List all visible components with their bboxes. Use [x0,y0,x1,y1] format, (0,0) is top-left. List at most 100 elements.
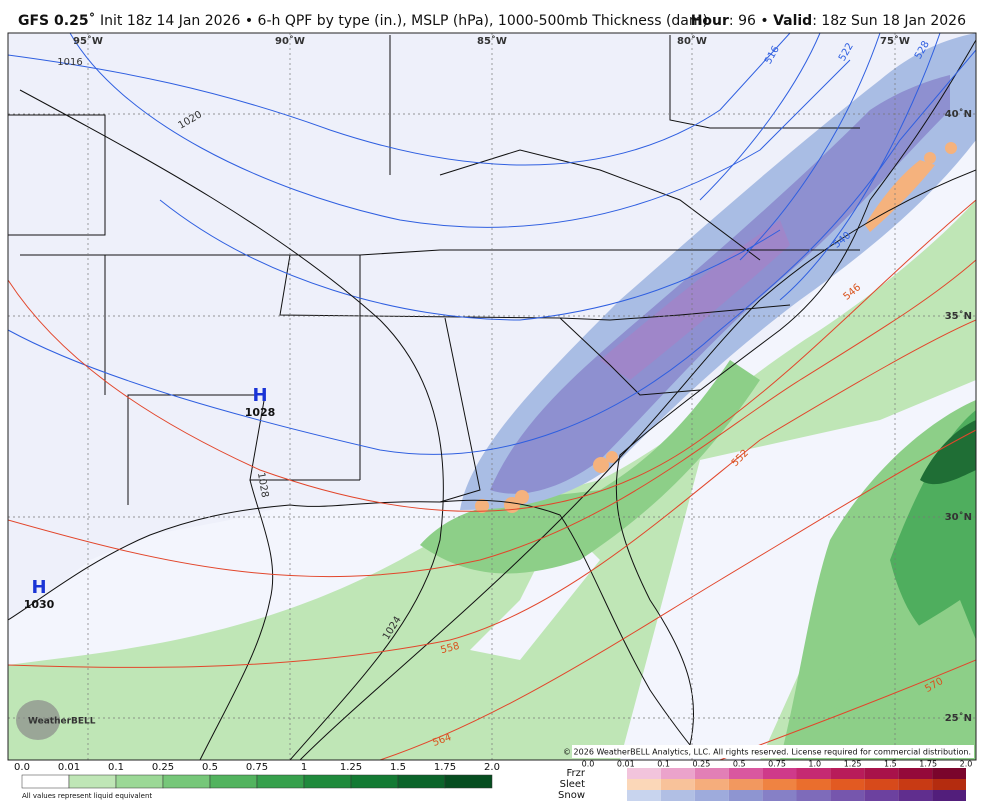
winter-swatch [796,768,831,779]
isobar-label: 1028 [255,472,270,499]
winter-swatch [830,790,865,801]
title: GFS 0.25˚ Init 18z 14 Jan 2026 • 6-h QPF… [18,12,708,29]
rain-scale-label: 1 [301,762,307,773]
winter-swatch [762,779,797,790]
isobars-black [19,89,976,760]
rain-swatch [397,774,446,789]
winter-swatch [728,790,763,801]
winter-swatch [796,790,831,801]
sleet-area [945,142,957,154]
winter-swatch [627,768,661,779]
hour: : 96 • [729,13,769,29]
legend: All values represent liquid equivalent 0… [14,760,972,801]
rain-swatch [350,774,399,789]
thickness-line [8,259,976,578]
winter-swatch [796,779,831,790]
winter-swatch [898,768,933,779]
borders [8,35,976,746]
longitude-label: 95˚W [73,35,103,47]
winter-swatch [694,790,729,801]
winter-swatch [728,768,763,779]
winter-scale-label: 0.01 [617,760,635,769]
rain-scale-label: 0.75 [246,762,268,773]
map-area: WeatherBELL [8,33,976,760]
winter-swatch [864,779,899,790]
high-value: 1030 [24,598,55,611]
sleet-area [593,457,609,473]
rain-scale-label: 1.5 [390,762,406,773]
winter-scale-label: 1.0 [808,760,821,769]
sleet-area [475,499,489,513]
winter-swatch [627,779,661,790]
rain-scale-label: 0.5 [202,762,218,773]
rain-swatch [303,774,352,789]
high-symbol: H [31,577,46,598]
rain-scale-label: 0.1 [108,762,124,773]
winter-scale-label: 0.25 [692,760,710,769]
winter-swatch [660,790,695,801]
rain-swatch [21,774,70,789]
rain-swatch [68,774,117,789]
sleet-area [924,152,936,164]
rain-swatch [115,774,164,789]
isobar [19,89,444,760]
logo-text: WeatherBELL [28,717,96,727]
description: Init 18z 14 Jan 2026 • 6-h QPF by type (… [100,13,708,29]
rain-scale-label: 0.01 [58,762,80,773]
winter-scale-label: 0.5 [733,760,746,769]
isobar [8,49,976,455]
hour-label: Hour [691,13,729,29]
thickness-line [8,199,976,512]
rain-scale-label: 1.75 [434,762,456,773]
winter-swatch [830,779,865,790]
winter-swatch [694,768,729,779]
thickness-line [8,319,976,668]
winter-swatch [660,768,695,779]
isobar-label: 1016 [57,57,82,68]
winter-swatch [762,768,797,779]
rain-swatch [209,774,258,789]
winter-swatch [627,790,661,801]
sleet-area [515,490,529,504]
longitude-label: 75˚W [880,35,910,47]
winter-scale-label: 0.0 [582,760,595,769]
winter-swatch [932,779,966,790]
valid-label: Valid [773,13,812,29]
isobar [299,169,976,760]
copyright: © 2026 WeatherBELL Analytics, LLC. All r… [563,748,971,757]
winter-swatch [898,779,933,790]
valid: : 18z Sun 18 Jan 2026 [812,13,966,29]
map-frame [7,32,977,761]
winter-scale-label: 1.5 [884,760,897,769]
rain-very-heavy [920,420,976,485]
rain-scale-label: 0.25 [152,762,174,773]
rain-scale-label: 1.25 [340,762,362,773]
precip-type-label: Sleet [560,779,585,790]
precip-type-label: Snow [558,790,585,801]
rain-scale-label: 0.0 [14,762,30,773]
isobar [159,199,781,321]
isobar [69,33,851,228]
latitude-label: 25˚N [945,712,972,724]
winter-swatch [694,779,729,790]
thickness-line [379,429,976,760]
rain-swatch [444,774,493,789]
winter-scale-label: 1.25 [844,760,862,769]
rain-swatch [162,774,211,789]
logo-mark [16,700,60,740]
latitude-label: 40˚N [945,108,972,120]
legend-note: All values represent liquid equivalent [22,792,152,800]
winter-swatch [932,790,966,801]
rain-swatch [256,774,305,789]
precip-type-label: Frzr [567,768,586,779]
rain-scale-label: 2.0 [484,762,500,773]
longitude-label: 85˚W [477,35,507,47]
rain-moderate [820,600,976,719]
rain-light [8,540,560,760]
valid-info: Hour: 96 • Valid: 18z Sun 18 Jan 2026 [691,13,966,29]
thickness-lines [8,199,976,760]
snow-heavy [600,220,790,380]
winter-scale-label: 0.1 [657,760,670,769]
isobar [8,33,791,166]
